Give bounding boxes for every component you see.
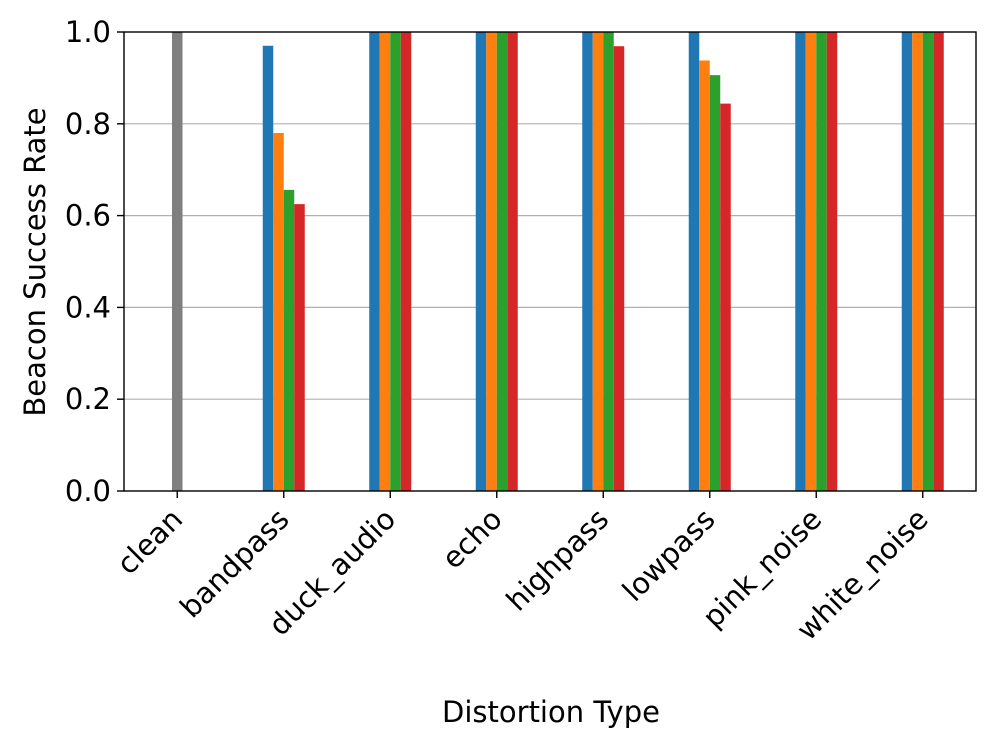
bar-duck_audio-s1 [369,32,380,491]
bar-duck_audio-s2 [379,32,391,491]
x-tick-label: highpass [499,502,615,618]
bar-clean [172,32,183,491]
y-tick-label: 0.0 [65,474,111,508]
y-tick-label: 0.4 [65,290,111,324]
bar-pink_noise-s1 [795,32,806,491]
bar-white_noise-s3 [922,32,934,491]
bar-lowpass-s1 [688,32,700,491]
bar-echo-s4 [507,32,518,491]
bar-white_noise-s1 [901,32,913,491]
y-tick-label: 0.2 [65,382,111,416]
bar-white_noise-s4 [933,32,944,491]
bar-duck_audio-s4 [400,32,412,491]
plot-frame [123,31,977,492]
bar-pink_noise-s4 [826,32,838,491]
bar-lowpass-s2 [699,60,710,491]
y-axis-title: Beacon Success Rate [18,107,52,416]
bar-bandpass-s1 [262,45,274,492]
bar-bandpass-s2 [273,132,284,492]
y-tick-label: 0.6 [65,199,111,233]
x-tick-label: clean [110,502,189,581]
bar-highpass-s4 [613,46,625,491]
bar-echo-s3 [496,32,508,491]
bar-highpass-s3 [603,32,614,491]
bar-bandpass-s3 [283,189,295,491]
bar-echo-s2 [486,32,497,491]
bars [172,32,944,492]
bar-lowpass-s3 [709,75,721,492]
bar-bandpass-s4 [294,204,305,491]
y-axis-ticks: 0.0 0.2 0.4 0.6 0.8 1.0 [65,15,124,508]
y-tick-label: 1.0 [65,15,111,49]
x-tick-label: echo [435,502,508,575]
x-tick-label: lowpass [616,502,722,608]
grid-lines [124,123,976,400]
bar-lowpass-s4 [720,103,731,491]
bar-highpass-s2 [592,32,604,491]
bar-pink_noise-s3 [816,32,827,491]
bar-highpass-s1 [582,32,593,491]
bar-pink_noise-s2 [805,32,817,491]
y-tick-label: 0.8 [65,107,111,141]
x-axis-title: Distortion Type [442,695,660,729]
bar-duck_audio-s3 [390,32,401,491]
bar-echo-s1 [475,32,487,491]
bar-white_noise-s2 [912,32,923,491]
